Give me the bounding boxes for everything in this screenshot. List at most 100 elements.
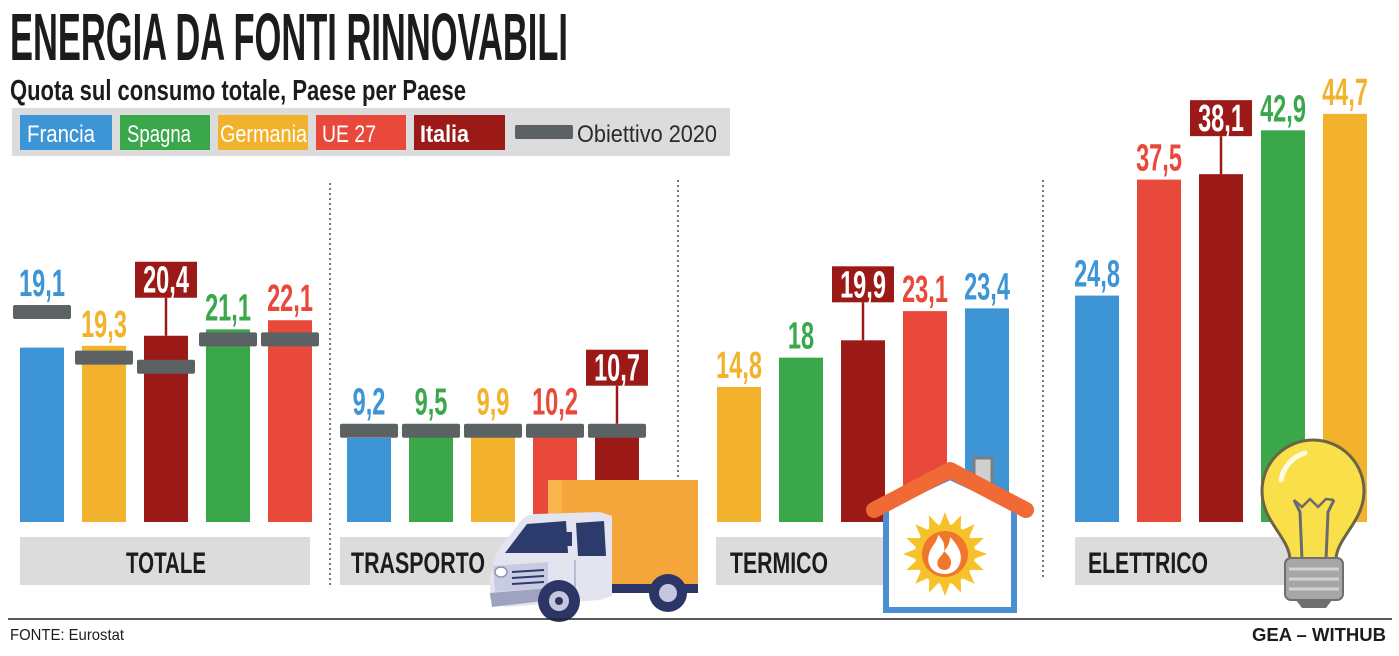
value-label-trasporto-ue-27: 10,2 [532, 380, 578, 423]
target-marker-trasporto-ue-27 [526, 423, 584, 438]
target-marker-totale-ue-27 [261, 332, 319, 347]
value-label-wrap-trasporto-germania: 9,9 [477, 380, 510, 423]
bar-elettrico-ue-27 [1137, 179, 1181, 522]
value-label-termico-italia: 19,9 [840, 262, 886, 305]
value-label-wrap-totale-spagna: 21,1 [205, 286, 251, 329]
truck-side-window [576, 521, 606, 556]
category-text-termico: TERMICO [730, 547, 828, 580]
target-marker-trasporto-germania [464, 423, 522, 438]
legend-label-italia: Italia [420, 121, 470, 148]
sun-ray [903, 549, 916, 559]
sun-ray [915, 524, 929, 538]
truck-front-hub-center [555, 597, 563, 605]
target-marker-totale-spagna [199, 332, 257, 347]
value-label-wrap-trasporto-ue-27: 10,2 [532, 380, 578, 423]
legend-swatch-ue-27 [316, 115, 406, 150]
value-label-trasporto-spagna: 9,5 [415, 380, 448, 423]
bar-elettrico-francia [1075, 295, 1119, 522]
value-label-wrap-trasporto-spagna: 9,5 [415, 380, 448, 423]
label-box-trasporto-italia [586, 349, 648, 386]
legend-swatch-germania [218, 115, 308, 150]
category-text-totale: TOTALE [126, 547, 206, 580]
value-label-wrap-totale-ue-27: 22,1 [267, 276, 313, 319]
value-label-wrap-totale-francia: 19,1 [19, 261, 65, 304]
house-flame-icon [866, 456, 1034, 613]
value-label-elettrico-italia: 38,1 [1198, 96, 1244, 139]
value-label-wrap-elettrico-ue-27: 37,5 [1136, 136, 1182, 179]
page-title: ENERGIA DA FONTI RINNOVABILI [10, 0, 568, 75]
value-label-totale-germania: 19,3 [81, 302, 127, 345]
legend-item-italia: Italia [414, 115, 505, 150]
credit-logo-text: GEA – WITHUB [1252, 625, 1386, 645]
page-subtitle: Quota sul consumo totale, Paese per Paes… [10, 75, 466, 107]
target-marker-trasporto-francia [340, 423, 398, 438]
value-label-trasporto-italia: 10,7 [594, 346, 640, 389]
bar-group-trasporto: 9,2 9,5 9,9 10,2 10,7 [340, 346, 648, 522]
value-label-totale-italia: 20,4 [143, 258, 189, 301]
legend: Francia Spagna Germania UE 27 Italia Obi… [12, 108, 730, 156]
value-label-wrap-trasporto-italia: 10,7 [594, 346, 640, 389]
bulb-base-threads [1289, 567, 1339, 591]
bar-elettrico-italia [1199, 174, 1243, 522]
bar-totale-ue-27 [268, 320, 312, 522]
legend-label-obiettivo-2020: Obiettivo 2020 [577, 121, 717, 148]
value-label-elettrico-germania: 44,7 [1322, 70, 1368, 113]
section-separators [329, 180, 1044, 585]
truck-windshield [505, 521, 568, 553]
legend-item-francia: Francia [20, 115, 112, 150]
target-marker-totale-italia [137, 359, 195, 374]
truck-grille-line [511, 569, 545, 573]
bulb-highlight [1278, 450, 1308, 483]
legend-item-germania: Germania [218, 115, 308, 150]
value-label-wrap-termico-francia: 23,4 [964, 265, 1010, 308]
legend-swatch-obiettivo-2020 [515, 125, 573, 139]
legend-label-spagna: Spagna [127, 121, 192, 148]
truck-grille [511, 569, 545, 585]
bar-termico-spagna [779, 357, 823, 522]
legend-item-ue-27: UE 27 [316, 115, 406, 150]
sun-ray [961, 570, 975, 584]
value-label-totale-francia: 19,1 [19, 261, 65, 304]
sun-ray [961, 524, 975, 538]
legend-label-ue-27: UE 27 [322, 121, 376, 148]
value-label-wrap-elettrico-italia: 38,1 [1198, 96, 1244, 139]
legend-swatch-spagna [120, 115, 210, 150]
legend-item-obiettivo-2020: Obiettivo 2020 [515, 121, 717, 148]
legend-swatch-francia [20, 115, 112, 150]
value-label-wrap-totale-italia: 20,4 [143, 258, 189, 301]
bulb-filament-left [1292, 499, 1304, 561]
category-label-elettrico: ELETTRICO [1075, 537, 1310, 585]
bulb-filament-right [1324, 499, 1336, 561]
value-label-totale-spagna: 21,1 [205, 286, 251, 329]
truck-grille-line [511, 581, 545, 585]
target-marker-totale-germania [75, 350, 133, 365]
bar-trasporto-germania [471, 431, 515, 522]
value-label-elettrico-francia: 24,8 [1074, 252, 1120, 295]
bulb-glass [1260, 438, 1366, 562]
bar-termico-germania [717, 386, 761, 522]
label-box-totale-italia [135, 261, 197, 298]
house-roof [866, 462, 1034, 518]
legend-swatch-italia [414, 115, 505, 150]
sun-ray [940, 583, 950, 596]
value-label-termico-francia: 23,4 [964, 265, 1010, 308]
truck-icon [490, 480, 698, 622]
truck-rear-hub [659, 584, 677, 602]
legend-item-spagna: Spagna [120, 115, 210, 150]
source-note: FONTE: Eurostat [10, 627, 125, 644]
value-label-wrap-termico-spagna: 18 [788, 314, 814, 357]
value-label-totale-ue-27: 22,1 [267, 276, 313, 319]
bar-totale-francia [20, 347, 64, 522]
category-label-totale: TOTALE [20, 537, 310, 585]
sun-ray [974, 549, 987, 559]
value-label-wrap-elettrico-germania: 44,7 [1322, 70, 1368, 113]
value-label-trasporto-francia: 9,2 [353, 380, 386, 423]
bar-group-totale: 19,1 19,3 20,4 21,1 22,1 [13, 258, 319, 522]
legend-label-francia: Francia [27, 121, 96, 148]
legend-label-germania: Germania [220, 121, 308, 148]
value-label-wrap-elettrico-francia: 24,8 [1074, 252, 1120, 295]
value-label-wrap-termico-italia: 19,9 [840, 262, 886, 305]
target-marker-trasporto-spagna [402, 423, 460, 438]
bulb-contact [1296, 600, 1332, 608]
